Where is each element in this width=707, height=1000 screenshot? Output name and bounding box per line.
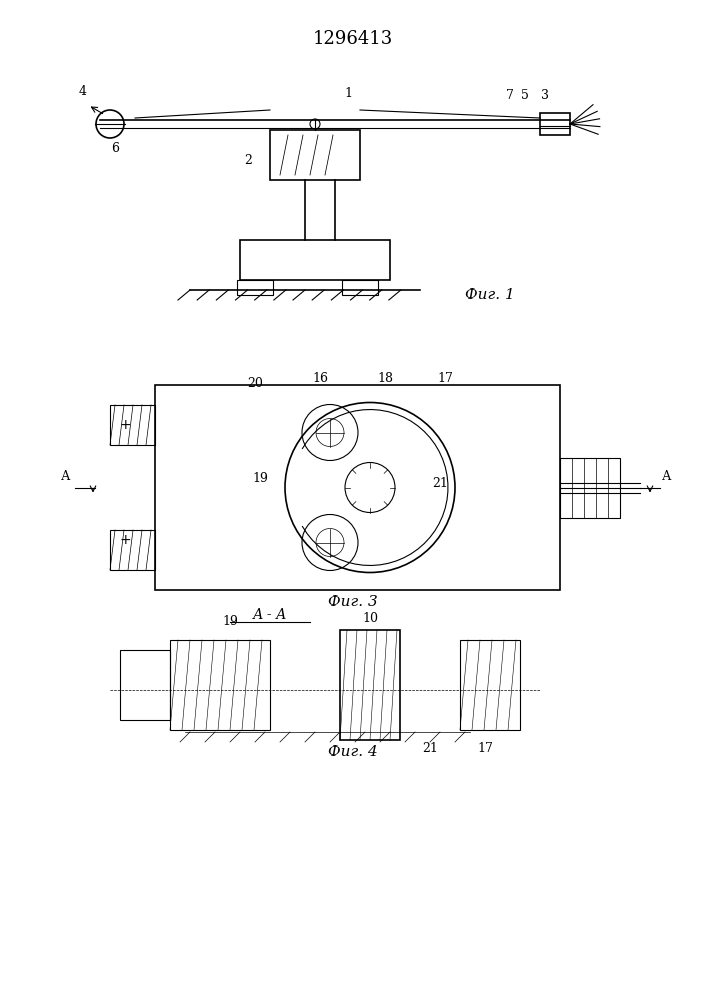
Bar xyxy=(270,130,360,180)
Bar xyxy=(240,240,390,280)
Text: Фиг. 1: Фиг. 1 xyxy=(465,288,515,302)
Text: 17: 17 xyxy=(437,372,453,385)
Text: А: А xyxy=(662,470,672,483)
Text: Фиг. 4: Фиг. 4 xyxy=(328,745,378,759)
Text: 19: 19 xyxy=(222,615,238,628)
Text: 20: 20 xyxy=(247,377,263,390)
Bar xyxy=(460,640,520,730)
Bar xyxy=(155,385,560,590)
Text: 21: 21 xyxy=(422,742,438,755)
Bar xyxy=(340,630,400,740)
Bar xyxy=(120,650,170,720)
Text: 3: 3 xyxy=(541,89,549,102)
Bar xyxy=(342,280,378,295)
Text: 4: 4 xyxy=(79,85,87,98)
Text: 1296413: 1296413 xyxy=(313,30,393,48)
Text: 21: 21 xyxy=(432,477,448,490)
Bar xyxy=(560,458,620,518)
Text: 17: 17 xyxy=(477,742,493,755)
Bar xyxy=(540,113,570,135)
Text: 18: 18 xyxy=(377,372,393,385)
Text: 1: 1 xyxy=(344,87,352,100)
Bar xyxy=(110,405,155,445)
Text: 2: 2 xyxy=(244,153,252,166)
Text: 5: 5 xyxy=(521,89,529,102)
Text: 6: 6 xyxy=(111,142,119,155)
Text: +: + xyxy=(119,418,131,432)
Bar xyxy=(110,530,155,570)
Text: +: + xyxy=(119,533,131,547)
Text: 19: 19 xyxy=(252,472,268,485)
Text: 10: 10 xyxy=(362,612,378,625)
Text: Фиг. 3: Фиг. 3 xyxy=(328,595,378,609)
Text: А - А: А - А xyxy=(252,608,287,622)
Text: 7: 7 xyxy=(506,89,514,102)
Text: 16: 16 xyxy=(312,372,328,385)
Bar xyxy=(170,640,270,730)
Text: А: А xyxy=(61,470,70,483)
Bar xyxy=(237,280,273,295)
